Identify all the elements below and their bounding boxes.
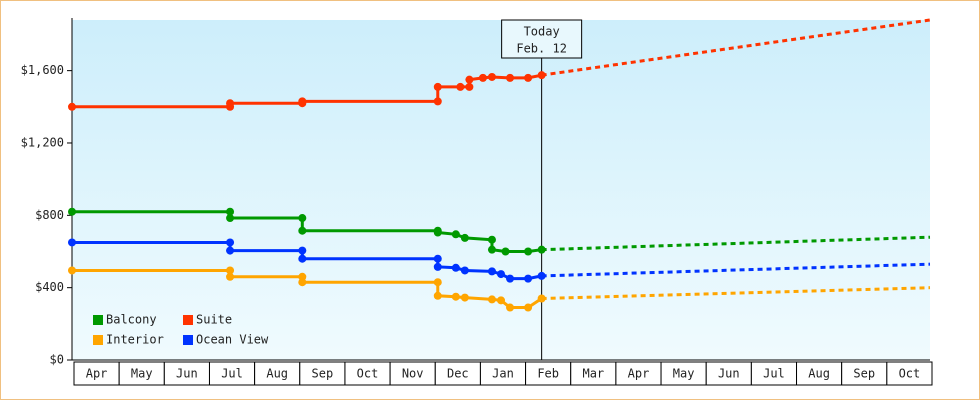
forecast-line <box>541 262 931 278</box>
month-cell <box>886 361 933 386</box>
y-tick-label: $400 <box>35 280 64 294</box>
point <box>537 245 546 254</box>
point <box>226 214 235 223</box>
x-tick-label: Sep <box>312 367 334 381</box>
point <box>460 233 469 242</box>
legend-label: Suite <box>196 313 232 327</box>
point <box>524 247 533 256</box>
point <box>298 226 307 235</box>
forecast-line <box>541 235 931 252</box>
point <box>433 291 442 300</box>
x-tick-label: Oct <box>357 367 379 381</box>
point <box>460 266 469 275</box>
point <box>465 75 474 84</box>
point <box>524 274 533 283</box>
point <box>501 247 510 256</box>
point <box>68 102 76 111</box>
point <box>226 266 235 275</box>
x-tick-label: Nov <box>402 367 424 381</box>
point <box>537 271 546 280</box>
legend-label: Interior <box>106 333 164 347</box>
point <box>524 303 533 312</box>
forecast-line <box>541 18 931 77</box>
point <box>298 97 307 106</box>
plot-area <box>72 20 930 360</box>
point <box>226 238 235 247</box>
point <box>433 228 442 237</box>
point <box>226 99 235 108</box>
point <box>487 72 496 81</box>
x-tick-label: Jun <box>176 367 198 381</box>
x-tick-label: Apr <box>86 367 108 381</box>
legend-swatch <box>183 315 193 325</box>
today-label: Today <box>524 25 560 39</box>
today-box <box>501 19 583 59</box>
point <box>68 266 76 275</box>
point <box>497 270 505 279</box>
point <box>465 82 474 91</box>
point <box>68 207 76 216</box>
point <box>537 294 546 303</box>
y-tick-label: $800 <box>35 208 64 222</box>
x-tick-label: Jun <box>718 367 740 381</box>
point <box>487 295 496 304</box>
point <box>487 245 496 254</box>
x-tick-label: Jul <box>221 367 243 381</box>
y-tick-label: $0 <box>50 353 64 367</box>
point <box>433 97 442 106</box>
point <box>226 272 235 281</box>
point <box>433 82 442 91</box>
x-tick-label: Aug <box>266 367 288 381</box>
point <box>478 73 487 82</box>
point <box>433 262 442 271</box>
point <box>298 246 307 255</box>
point <box>487 267 496 276</box>
point <box>433 278 442 287</box>
point <box>524 73 533 82</box>
legend-swatch <box>93 335 103 345</box>
point <box>451 263 460 272</box>
point <box>506 274 515 283</box>
point <box>226 246 235 255</box>
x-tick-label: Dec <box>447 367 469 381</box>
point <box>298 254 307 263</box>
point <box>537 71 546 80</box>
x-tick-label: May <box>673 367 695 381</box>
x-tick-label: Jul <box>763 367 785 381</box>
x-tick-label: Jan <box>492 367 514 381</box>
point <box>298 278 307 287</box>
point <box>298 214 307 223</box>
legend-label: Balcony <box>106 313 157 327</box>
x-tick-label: May <box>131 367 153 381</box>
x-tick-label: Aug <box>808 367 830 381</box>
x-tick-label: Oct <box>899 367 921 381</box>
point <box>433 254 442 263</box>
point <box>497 296 505 305</box>
point <box>226 207 235 216</box>
point <box>487 235 496 244</box>
x-tick-label: Feb <box>537 367 559 381</box>
today-date: Feb. 12 <box>516 42 567 56</box>
x-tick-label: Mar <box>582 367 604 381</box>
x-tick-label: Apr <box>628 367 650 381</box>
forecast-line <box>541 286 931 301</box>
y-tick-label: $1,600 <box>21 63 64 77</box>
x-tick-label: Sep <box>853 367 875 381</box>
point <box>451 230 460 239</box>
legend-swatch <box>93 315 103 325</box>
point <box>460 293 469 302</box>
point <box>506 73 515 82</box>
point <box>456 82 465 91</box>
legend-label: Ocean View <box>196 333 269 347</box>
point <box>68 238 76 247</box>
point <box>506 303 515 312</box>
y-tick-label: $1,200 <box>21 135 64 149</box>
point <box>451 292 460 301</box>
legend-swatch <box>183 335 193 345</box>
